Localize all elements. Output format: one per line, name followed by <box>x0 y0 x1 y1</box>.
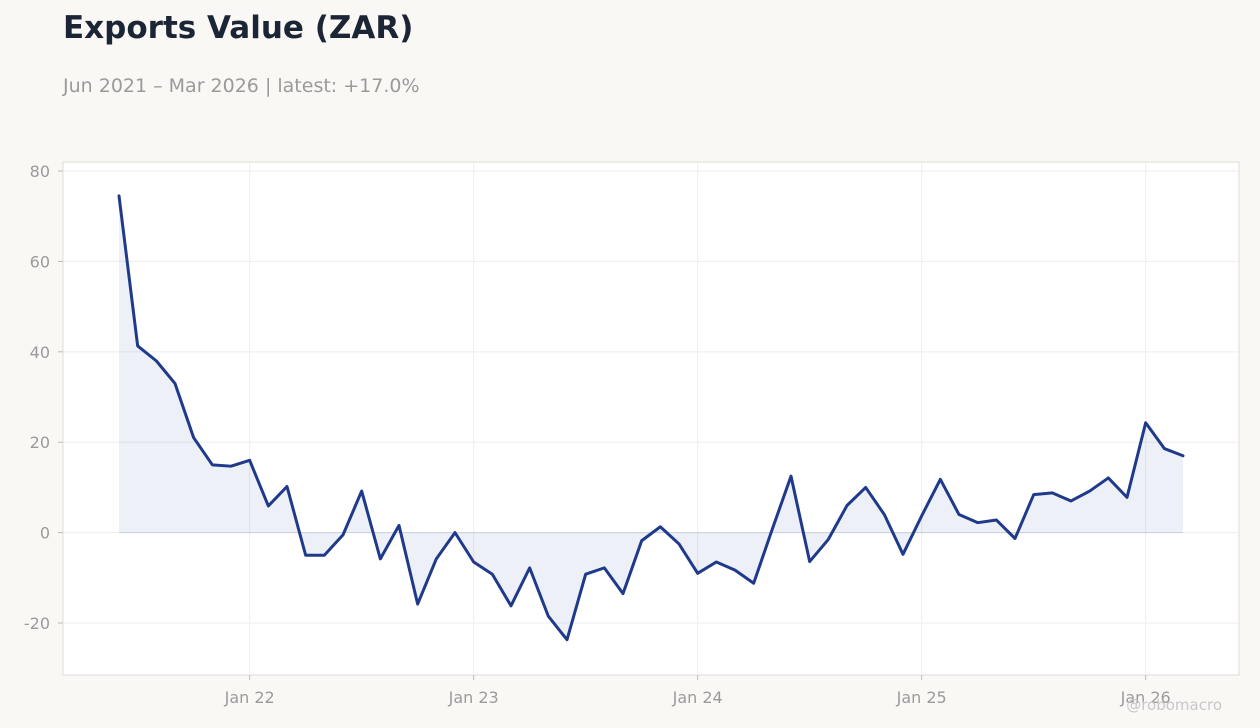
y-tick-label: 20 <box>30 433 50 452</box>
plot-area <box>62 161 1240 676</box>
x-tick-label: Jan 25 <box>896 688 947 707</box>
x-tick-label: Jan 24 <box>672 688 723 707</box>
y-tick-label: 60 <box>30 252 50 271</box>
y-tick-label: 80 <box>30 162 50 181</box>
x-tick-label: Jan 23 <box>448 688 499 707</box>
chart-title: Exports Value (ZAR) <box>63 10 414 46</box>
y-tick-label: 0 <box>40 524 50 543</box>
y-tick-label: 40 <box>30 343 50 362</box>
area-layer <box>117 194 1185 642</box>
y-tick-label: -20 <box>24 614 50 633</box>
x-tick-label: Jan 26 <box>1120 688 1171 707</box>
chart-subtitle: Jun 2021 – Mar 2026 | latest: +17.0% <box>63 75 420 97</box>
x-tick-label: Jan 22 <box>224 688 275 707</box>
series-line <box>117 194 1185 642</box>
watermark: @robomacro <box>1126 696 1222 714</box>
axis-labels: -20 0 20 40 60 80 Jan 22 Jan 23 Jan 24 Jan 25 Jan … <box>24 162 1171 707</box>
grid-lines <box>63 162 1239 675</box>
